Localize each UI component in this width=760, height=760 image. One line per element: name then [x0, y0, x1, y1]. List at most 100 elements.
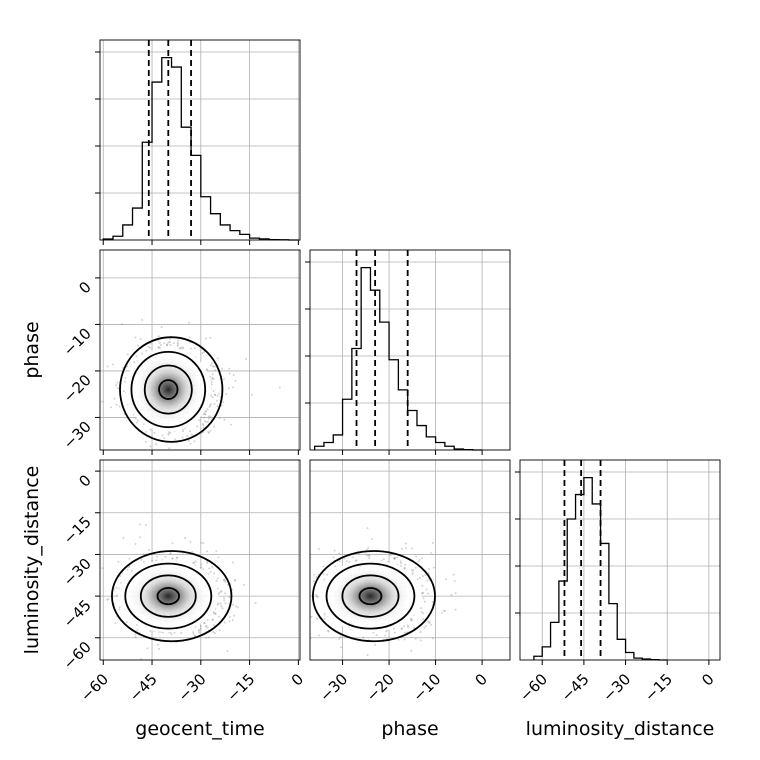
sample-point — [160, 326, 163, 329]
sample-point — [316, 617, 319, 620]
sample-point — [171, 557, 174, 560]
sample-point — [223, 599, 226, 602]
sample-point — [155, 443, 158, 446]
sample-point — [254, 601, 257, 604]
sample-point — [322, 565, 325, 568]
y-tick-label-luminosity-distance: −15 — [60, 513, 95, 548]
sample-point — [411, 571, 414, 574]
sample-point — [149, 346, 152, 349]
sample-point — [250, 393, 253, 396]
sample-point — [188, 341, 191, 344]
sample-point — [428, 568, 431, 571]
sample-point — [410, 569, 413, 572]
sample-point — [352, 556, 355, 559]
sample-point — [217, 602, 220, 605]
sample-point — [173, 631, 176, 634]
sample-point — [203, 413, 206, 416]
sample-point — [427, 572, 430, 575]
sample-point — [414, 566, 417, 569]
x-axis-label-geocent-time: geocent_time — [135, 718, 264, 740]
sample-point — [161, 434, 164, 437]
sample-point — [404, 547, 407, 550]
sample-point — [188, 430, 191, 433]
sample-point — [216, 577, 219, 580]
y-tick-label-luminosity-distance: −60 — [60, 638, 95, 673]
sample-point — [182, 430, 185, 433]
sample-point — [147, 345, 150, 348]
sample-point — [212, 631, 215, 634]
sample-point — [158, 341, 161, 344]
sample-point — [228, 596, 231, 599]
sample-point — [126, 568, 129, 571]
contour-level-3 — [158, 379, 179, 400]
sample-point — [223, 579, 226, 582]
sample-point — [136, 419, 139, 422]
sample-point — [204, 413, 207, 416]
y-tick-label-phase: −30 — [60, 418, 95, 453]
sample-point — [202, 426, 205, 429]
sample-point — [425, 588, 428, 591]
sample-point — [214, 369, 217, 372]
sample-point — [400, 627, 403, 630]
sample-point — [368, 557, 371, 560]
sample-point — [156, 643, 159, 646]
sample-point — [312, 580, 315, 583]
sample-point — [157, 335, 160, 338]
y-tick-label-phase: 0 — [75, 278, 94, 297]
sample-point — [204, 337, 207, 340]
sample-point — [217, 357, 220, 360]
sample-point — [422, 597, 425, 600]
sample-point — [429, 621, 432, 624]
sample-point — [211, 362, 214, 365]
sample-point — [419, 639, 422, 642]
sample-point — [207, 417, 210, 420]
sample-point — [202, 422, 205, 425]
sample-point — [402, 625, 405, 628]
sample-point — [233, 579, 236, 582]
sample-point — [196, 425, 199, 428]
sample-point — [424, 574, 427, 577]
hist-panel-luminosity-distance — [515, 459, 721, 661]
sample-point — [211, 566, 214, 569]
sample-point — [116, 387, 119, 390]
sample-point — [318, 634, 321, 637]
sample-point — [431, 637, 434, 640]
sample-point — [431, 541, 434, 544]
sample-point — [209, 403, 212, 406]
sample-point — [128, 557, 131, 560]
sample-point — [399, 560, 402, 563]
sample-point — [217, 615, 220, 618]
sample-point — [211, 618, 214, 621]
sample-point — [94, 614, 96, 616]
sample-point — [211, 373, 214, 376]
sample-point — [115, 586, 118, 589]
sample-point — [115, 403, 118, 406]
sample-point — [418, 558, 421, 561]
sample-point — [139, 338, 142, 341]
sample-point — [208, 405, 211, 408]
sample-point — [385, 630, 388, 633]
x-tick-label-geocent-time: 0 — [288, 670, 307, 689]
sample-point — [171, 542, 174, 545]
sample-point — [167, 341, 170, 344]
sample-point — [211, 378, 214, 381]
panel-frame — [99, 249, 301, 451]
sample-point — [172, 342, 175, 345]
sample-point — [403, 638, 406, 641]
sample-point — [206, 560, 209, 563]
sample-point — [410, 547, 413, 550]
sample-point — [223, 592, 226, 595]
sample-point — [307, 589, 309, 591]
sample-point — [212, 389, 215, 392]
sample-point — [216, 394, 219, 397]
sample-point — [348, 560, 351, 563]
sample-point — [156, 451, 158, 453]
sample-point — [188, 336, 191, 339]
sample-point — [421, 584, 424, 587]
sample-point — [165, 344, 168, 347]
hist-panel-phase — [305, 249, 511, 451]
sample-point — [141, 318, 144, 321]
sample-point — [327, 630, 330, 633]
sample-point — [278, 386, 281, 389]
